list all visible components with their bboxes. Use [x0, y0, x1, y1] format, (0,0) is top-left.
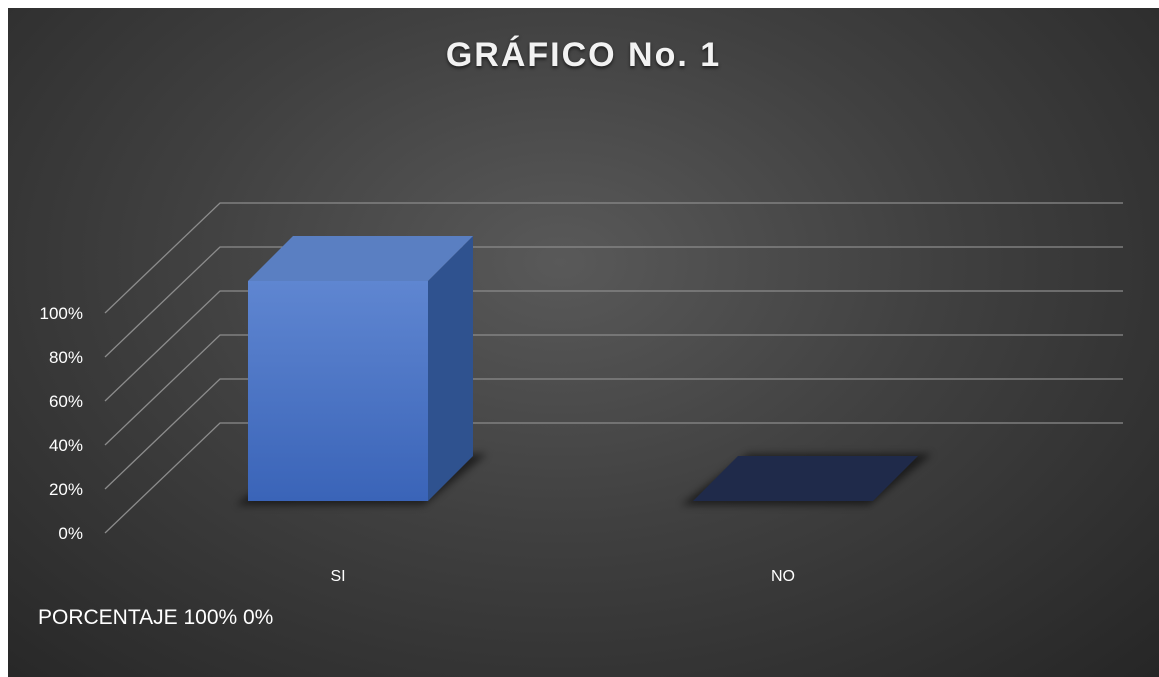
- y-tick-label: 0%: [58, 524, 83, 543]
- gridline: [104, 290, 1123, 402]
- gridline: [104, 378, 1123, 490]
- chart-title: GRÁFICO No. 1: [445, 36, 722, 74]
- y-tick-label: 20%: [49, 480, 83, 499]
- bar-front: [248, 281, 428, 501]
- gridline: [104, 246, 1123, 358]
- bar-si: [236, 236, 487, 505]
- y-tick-label: 100%: [40, 304, 83, 323]
- gridline: [104, 202, 1123, 314]
- chart-area: GRÁFICO No. 1 0% 20% 40% 60% 80% 100% SI NO POR…: [8, 8, 1159, 677]
- x-category-label: NO: [771, 568, 795, 585]
- y-tick-label: 60%: [49, 392, 83, 411]
- bar-top: [248, 236, 473, 281]
- y-tick-label: 80%: [49, 348, 83, 367]
- gridline: [104, 334, 1123, 446]
- bar-side: [428, 236, 473, 501]
- gridline: [104, 422, 1123, 534]
- chart-plot: 0% 20% 40% 60% 80% 100% SI NO: [40, 202, 1123, 585]
- y-tick-label: 40%: [49, 436, 83, 455]
- bar-no: [681, 454, 932, 505]
- x-category-label: SI: [330, 568, 345, 585]
- bar-top: [693, 456, 918, 501]
- legend-table-text: PORCENTAJE 100% 0%: [38, 606, 274, 629]
